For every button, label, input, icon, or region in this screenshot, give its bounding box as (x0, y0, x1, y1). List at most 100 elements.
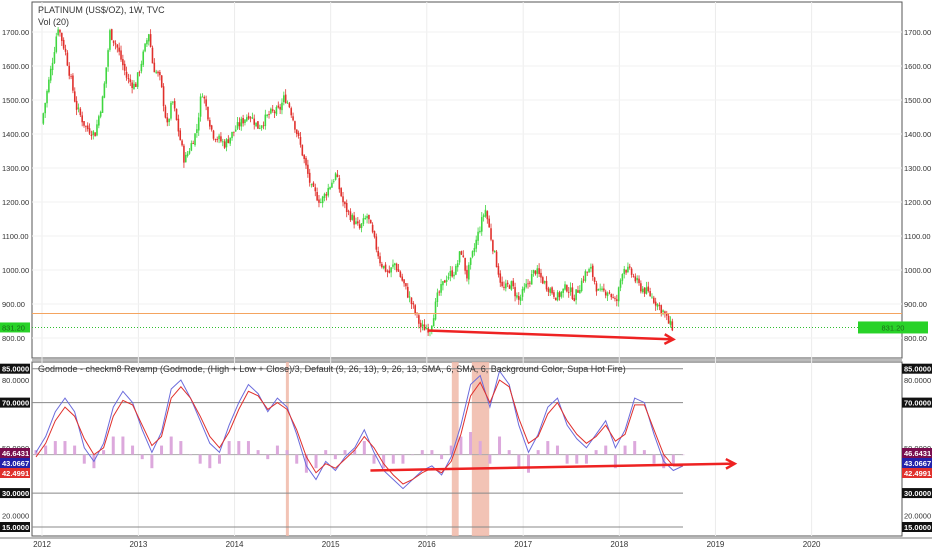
candle-up (656, 303, 659, 307)
histogram-bar (584, 454, 588, 464)
candle-down (625, 269, 627, 273)
candle-up (362, 218, 365, 224)
candle-down (573, 298, 576, 301)
candle-down (566, 285, 568, 292)
candle-up (493, 250, 496, 252)
histogram-bar (102, 450, 106, 455)
price-tick-right: 1600.00 (904, 62, 931, 71)
candle-down (608, 292, 611, 294)
candle-down (299, 136, 302, 145)
candle-down (238, 122, 241, 127)
candle-up (234, 129, 237, 132)
histogram-bar (633, 441, 637, 455)
histogram-bar (53, 441, 57, 455)
candle-down (342, 196, 344, 203)
candle-up (355, 221, 357, 224)
candle-down (205, 99, 207, 107)
candle-down (649, 291, 651, 296)
candle-down (571, 287, 574, 299)
osc-value-tag-left (0, 468, 30, 478)
osc-value-tag-left (0, 448, 30, 458)
osc-level-tag-left (0, 363, 30, 374)
histogram-bar (73, 445, 77, 455)
histogram-bar (546, 441, 550, 455)
candle-up (231, 131, 233, 139)
candle-up (144, 43, 146, 52)
candle-down (349, 211, 352, 221)
candle-down (338, 178, 341, 190)
candle-down (466, 269, 468, 279)
candle-up (510, 281, 513, 290)
candle-down (75, 100, 78, 110)
candle-up (651, 296, 653, 298)
candle-down (384, 264, 387, 272)
price-tick-right: 1400.00 (904, 130, 931, 139)
candle-up (360, 223, 363, 228)
candle-down (414, 305, 416, 314)
candle-up (275, 106, 278, 115)
histogram-bar (324, 450, 328, 455)
last-price-text-left: 831.20 (2, 323, 25, 332)
candle-down (554, 297, 557, 301)
candle-up (364, 217, 367, 219)
candle-up (264, 114, 267, 127)
candle-down (85, 125, 87, 127)
histogram-bar (623, 445, 627, 455)
candle-up (109, 30, 111, 50)
candle-down (62, 39, 65, 49)
histogram-bar (498, 436, 502, 455)
candle-up (442, 281, 444, 286)
candle-down (614, 298, 616, 300)
candle-down (72, 75, 74, 91)
histogram-bar (391, 454, 395, 464)
candle-down (501, 281, 503, 287)
candle-up (103, 83, 106, 98)
candle-up (599, 288, 601, 290)
x-tick-label: 2020 (803, 540, 821, 549)
candle-down (344, 201, 346, 205)
price-tick-left: 1200.00 (2, 198, 29, 207)
candle-up (455, 265, 457, 275)
candle-down (671, 321, 674, 331)
candle-down (94, 132, 96, 137)
candle-down (418, 315, 420, 324)
candle-down (271, 109, 274, 111)
candle-up (53, 52, 56, 64)
candle-down (83, 121, 85, 126)
candle-up (421, 324, 424, 327)
candle-down (373, 231, 376, 237)
candle-up (392, 264, 394, 267)
candle-up (140, 63, 143, 72)
candle-down (545, 280, 548, 290)
candle-down (160, 75, 163, 87)
histogram-bar (526, 454, 530, 473)
osc-level-text-right: 70.0000 (904, 399, 931, 408)
candle-up (146, 40, 148, 45)
x-tick-label: 2014 (226, 540, 244, 549)
candle-up (617, 287, 620, 302)
candle-up (445, 279, 448, 282)
candle-down (325, 194, 328, 196)
candle-down (110, 29, 113, 40)
candle-down (451, 270, 453, 277)
candle-down (438, 291, 441, 293)
candle-down (347, 210, 350, 212)
histogram-bar (362, 441, 366, 455)
candle-down (125, 71, 128, 78)
histogram-bar (131, 445, 135, 455)
candle-up (475, 239, 478, 249)
candle-up (579, 290, 581, 294)
candle-down (216, 139, 219, 140)
candle-down (214, 139, 217, 140)
candle-down (207, 106, 209, 120)
histogram-bar (140, 454, 144, 460)
candle-up (532, 269, 535, 274)
candle-down (345, 203, 348, 212)
candle-up (101, 96, 104, 113)
candle-down (377, 250, 379, 257)
osc-level-text-right: 30.0000 (904, 489, 931, 498)
candle-up (621, 274, 624, 281)
candle-down (495, 251, 498, 268)
candle-down (138, 71, 141, 73)
candle-up (431, 325, 433, 332)
